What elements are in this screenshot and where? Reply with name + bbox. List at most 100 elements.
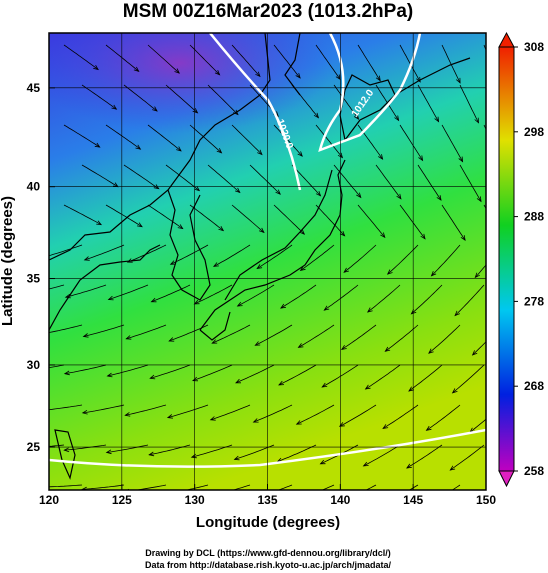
- streamline-arrow: [63, 447, 70, 453]
- streamline-arrow: [416, 76, 421, 83]
- y-tick-label: 30: [27, 358, 41, 372]
- streamline: [365, 364, 401, 390]
- streamline-arrow: [315, 190, 322, 197]
- streamline: [315, 124, 343, 158]
- colorbar-tick-label: 268: [524, 379, 544, 393]
- streamline: [105, 44, 139, 72]
- streamline-arrow: [234, 187, 241, 194]
- streamline-arrow: [96, 220, 103, 226]
- streamline-arrow: [362, 461, 369, 467]
- streamline-arrow: [235, 378, 241, 384]
- streamline: [273, 204, 305, 235]
- streamline-arrow: [382, 424, 389, 429]
- streamline: [189, 124, 222, 154]
- colorbar-tick-label: 278: [524, 294, 544, 308]
- streamline: [125, 404, 167, 416]
- streamline-arrow: [255, 71, 261, 78]
- streamline-arrow: [299, 229, 306, 235]
- streamline-arrow: [256, 264, 263, 270]
- streamline: [123, 84, 158, 112]
- streamline-arrow: [406, 463, 412, 469]
- streamline: [105, 204, 143, 228]
- streamline-arrow: [233, 455, 240, 461]
- streamline: [431, 244, 461, 277]
- axes: 120 125 130 135 140 145 150 25 30 35 40 45: [27, 81, 497, 507]
- streamline: [441, 124, 463, 162]
- streamline-arrow: [340, 344, 347, 350]
- streamline: [277, 484, 293, 490]
- streamline-arrow: [456, 77, 461, 84]
- streamline: [108, 284, 149, 300]
- y-tick-label: 25: [27, 440, 41, 454]
- streamline-arrow: [460, 235, 466, 241]
- streamline: [382, 404, 419, 429]
- streamline: [232, 484, 251, 490]
- streamline-arrow: [153, 184, 160, 190]
- streamlines: [49, 44, 486, 507]
- streamline: [83, 324, 125, 337]
- streamline-arrow: [194, 186, 201, 192]
- streamline-arrow: [93, 64, 99, 71]
- streamline-arrow: [254, 341, 261, 346]
- streamline: [459, 164, 482, 202]
- y-tick-label: 35: [27, 272, 41, 286]
- title: MSM 00Z16Mar2023 (1013.2hPa): [123, 1, 413, 22]
- streamline: [315, 204, 345, 237]
- x-tick-label: 120: [39, 493, 59, 507]
- y-tick-label: 40: [27, 180, 41, 194]
- streamline-arrow: [280, 303, 286, 309]
- streamline-arrow: [474, 272, 480, 279]
- streamline: [105, 124, 141, 150]
- x-axis-label: Longitude (degrees): [196, 514, 340, 531]
- streamline: [63, 124, 100, 148]
- streamline: [207, 84, 239, 115]
- streamline-arrow: [428, 348, 434, 354]
- streamline: [64, 364, 107, 375]
- streamline-arrow: [125, 335, 132, 340]
- streamline-arrow: [418, 155, 424, 162]
- streamline-arrow: [420, 233, 426, 240]
- streamline-arrow: [295, 498, 300, 502]
- streamline-arrow: [218, 226, 225, 232]
- streamline: [454, 284, 485, 316]
- streamline-arrow: [424, 503, 429, 507]
- streamline: [63, 204, 102, 225]
- streamline: [341, 324, 377, 350]
- streamline-arrow: [378, 154, 384, 160]
- x-tick-label: 140: [330, 493, 350, 507]
- streamline-arrow: [166, 414, 173, 419]
- streamline-arrow: [343, 267, 350, 273]
- streamline: [65, 284, 107, 298]
- colorbar-bottom-arrow: [498, 470, 515, 488]
- streamline: [107, 364, 149, 377]
- streamline: [300, 244, 335, 271]
- streamline-arrow: [367, 307, 373, 313]
- streamline-arrow: [148, 451, 155, 457]
- streamline-arrow: [152, 106, 158, 112]
- streamline: [343, 244, 377, 273]
- streamline: [49, 284, 65, 290]
- streamline: [151, 284, 191, 303]
- x-tick-label: 145: [403, 493, 423, 507]
- streamline-arrow: [258, 227, 265, 234]
- streamline: [123, 164, 159, 190]
- streamline-arrow: [476, 196, 482, 203]
- streamline-arrow: [192, 376, 199, 382]
- streamline: [469, 418, 486, 433]
- streamline: [210, 404, 251, 421]
- streamline-arrow: [337, 152, 344, 159]
- streamline: [408, 364, 443, 392]
- streamline: [150, 364, 191, 379]
- streamline: [357, 204, 386, 238]
- streamline: [363, 444, 401, 467]
- streamline: [278, 364, 317, 386]
- streamline: [339, 404, 377, 427]
- streamline: [194, 284, 233, 305]
- streamline: [441, 204, 466, 241]
- streamline-arrow: [257, 149, 263, 156]
- streamline: [255, 324, 293, 346]
- streamline-arrow: [83, 256, 90, 261]
- streamline: [207, 164, 241, 193]
- streamline-arrow: [454, 310, 460, 317]
- streamline-arrow: [106, 372, 113, 378]
